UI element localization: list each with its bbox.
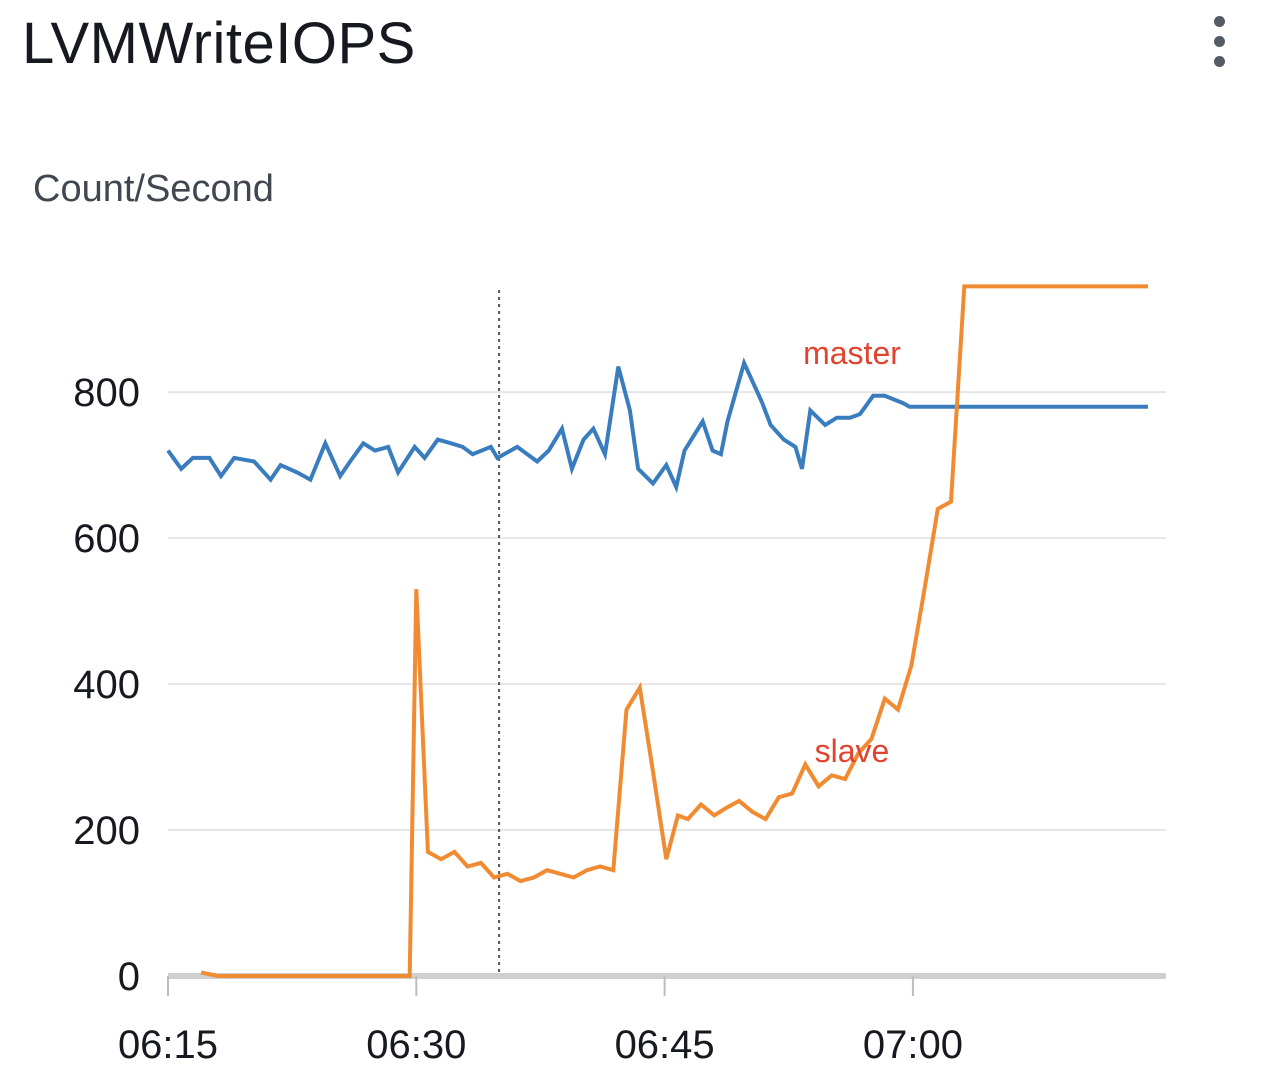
ellipsis-dot — [1214, 56, 1225, 67]
series-lines — [166, 284, 1148, 978]
y-tick-label-400: 400 — [73, 663, 140, 707]
x-tick-label-2: 06:45 — [615, 1023, 715, 1067]
x-tick-label-0: 06:15 — [118, 1023, 218, 1067]
grid-lines — [168, 391, 1166, 832]
annotation-slave: slave — [815, 733, 890, 769]
y-axis-unit-label: Count/Second — [33, 168, 274, 210]
x-tick-label-1: 06:30 — [366, 1023, 466, 1067]
tick-labels: 0 200 400 600 800 06:15 06:30 06:45 07:00 — [73, 371, 963, 1067]
series-line-master — [166, 357, 1148, 494]
y-tick-label-0: 0 — [118, 955, 140, 999]
widget-title: LVMWriteIOPS — [22, 11, 416, 76]
y-tick-label-200: 200 — [73, 809, 140, 853]
axes — [167, 973, 1166, 996]
annotations: master slave — [803, 335, 901, 769]
vertical-ellipsis-icon — [1214, 16, 1225, 27]
widget-menu-button[interactable] — [1200, 10, 1240, 74]
series-line-slave — [200, 284, 1148, 978]
x-tick-label-3: 07:00 — [863, 1023, 963, 1067]
ellipsis-dot — [1214, 36, 1225, 47]
y-tick-label-800: 800 — [73, 371, 140, 415]
y-tick-label-600: 600 — [73, 517, 140, 561]
annotation-master: master — [803, 335, 901, 371]
